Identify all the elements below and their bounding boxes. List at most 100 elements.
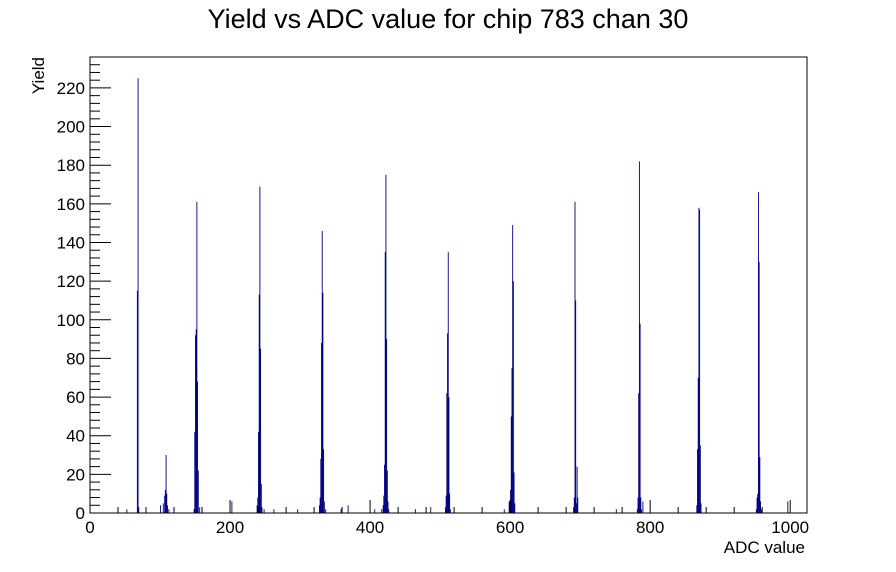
histogram-bin (340, 509, 342, 513)
histogram-bin (414, 509, 416, 513)
histogram-bin (640, 497, 642, 513)
histogram-bin (258, 294, 260, 513)
x-tick-label: 400 (356, 518, 384, 537)
histogram-bin (511, 368, 513, 513)
histogram-bin (138, 507, 140, 513)
histogram-bin (261, 507, 263, 513)
histogram-bin (388, 509, 390, 513)
histogram-bin (136, 290, 138, 513)
histogram-bin (698, 207, 700, 513)
y-tick-label: 60 (66, 388, 85, 407)
histogram-bin (760, 509, 762, 513)
histogram-bin (381, 509, 383, 513)
y-tick-label: 120 (57, 272, 85, 291)
histogram-bin (194, 431, 196, 513)
histogram-bin (574, 201, 576, 514)
histogram-bin (164, 495, 166, 513)
histogram-bin (512, 281, 514, 513)
histogram-bin (514, 503, 516, 513)
histogram-bin (699, 445, 701, 513)
histogram-bars (126, 78, 789, 514)
histogram-bin (697, 377, 699, 513)
histogram-bin (446, 393, 448, 513)
histogram-bin (430, 507, 432, 513)
histogram-bin (273, 509, 275, 513)
histogram-bin (696, 505, 698, 513)
histogram-bin (162, 503, 164, 513)
histogram-bin (577, 497, 579, 513)
y-tick-label: 140 (57, 233, 85, 252)
histogram-bin (195, 335, 196, 513)
histogram-bin (321, 230, 323, 513)
histogram-bin (615, 509, 617, 513)
histogram-bin (382, 505, 384, 513)
histogram-bin (759, 456, 761, 513)
x-tick-label: 200 (216, 518, 244, 537)
histogram-bin (638, 161, 640, 513)
histogram-bin (449, 493, 451, 513)
histogram-bin (256, 505, 258, 513)
histogram-bin (575, 503, 577, 513)
histogram-bin (165, 455, 167, 513)
histogram-bin (449, 509, 451, 513)
histogram-bin (263, 509, 265, 513)
histogram-bin (445, 507, 446, 513)
histogram-bin (503, 509, 505, 513)
histogram-bin (258, 431, 259, 513)
histogram-bin (260, 348, 262, 513)
histogram-bin (319, 497, 321, 513)
histogram-bin (260, 484, 262, 513)
histogram-bin (756, 497, 758, 513)
histogram-bin (323, 501, 325, 513)
y-tick-label: 200 (57, 118, 85, 137)
histogram-bin (160, 505, 161, 513)
histogram-bin (757, 192, 759, 513)
y-axis: 0 20 40 60 80 100 120 140 160 180 200 220 (57, 56, 111, 523)
histogram-bin (259, 186, 261, 513)
histogram-bin (384, 464, 385, 513)
histogram-bin (755, 509, 757, 513)
histogram-bin (386, 339, 388, 513)
histogram-bin (323, 449, 325, 513)
x-tick-label: 1000 (771, 518, 809, 537)
histogram-bin (637, 497, 639, 513)
histogram-bin (384, 252, 386, 513)
histogram-bin (447, 333, 448, 513)
histogram-bin (322, 292, 324, 513)
histogram-bin (137, 78, 139, 513)
histogram-bin (321, 342, 322, 513)
histogram-bin (513, 472, 515, 513)
histogram-bin (320, 458, 322, 513)
histogram-bin (448, 397, 450, 513)
histogram-bin (196, 201, 198, 514)
histogram-bin (787, 501, 789, 513)
y-tick-label: 20 (66, 465, 85, 484)
y-axis-label: Yield (29, 57, 48, 94)
histogram-bin (199, 507, 201, 513)
histogram-bin (760, 501, 761, 513)
histogram-bin (197, 470, 199, 513)
histogram-bin (758, 261, 760, 513)
histogram-bin (126, 509, 128, 513)
histogram-bin (168, 509, 170, 513)
y-tick-label: 100 (57, 311, 85, 330)
histogram-bin (639, 323, 641, 513)
y-tick-label: 80 (66, 349, 85, 368)
y-tick-label: 40 (66, 427, 85, 446)
histogram-bin (510, 416, 512, 513)
histogram-bin (445, 495, 447, 513)
histogram-bin (197, 381, 199, 513)
histogram-bin (387, 501, 389, 513)
histogram-bin (193, 509, 195, 513)
y-tick-label: 180 (57, 156, 85, 175)
histogram-bin (325, 509, 327, 513)
histogram-bin (508, 501, 510, 513)
histogram-bin (297, 509, 299, 513)
histogram-bin (231, 501, 233, 513)
histogram-bin (257, 497, 259, 513)
histogram-bin (573, 507, 575, 513)
histogram-bin (642, 501, 644, 513)
plot-frame (89, 56, 808, 514)
histogram-bin (699, 209, 701, 513)
histogram-bin (575, 300, 577, 513)
